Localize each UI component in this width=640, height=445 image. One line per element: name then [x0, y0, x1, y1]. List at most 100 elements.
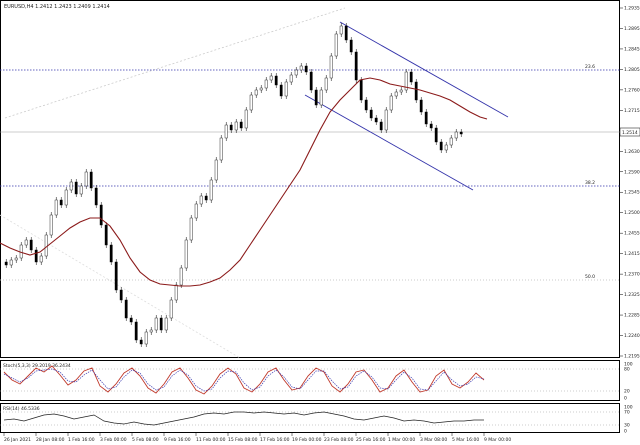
stoch-panel[interactable] [0, 360, 620, 401]
price-tick-label: 1.2285 [624, 313, 640, 319]
candle-body [414, 81, 418, 101]
price-tick-label: 1.2545 [624, 190, 640, 196]
candle-body [234, 121, 238, 131]
fib-label-500: 50.0 [585, 274, 595, 280]
candle-body [449, 137, 453, 146]
candle-body [279, 84, 283, 97]
candle-body [194, 203, 198, 219]
time-tick-label: 3 Feb 00:00 [100, 437, 127, 443]
candle-body [79, 185, 83, 195]
candle-body [69, 181, 73, 191]
candle-body [349, 39, 353, 53]
stoch-tick-label: 80 [624, 367, 630, 373]
rsi-line [3, 411, 484, 426]
price-tick-label: 1.2455 [624, 231, 640, 237]
candlestick-series [4, 23, 463, 347]
candle-body [304, 65, 308, 73]
candle-body [299, 65, 303, 71]
candle-body [149, 329, 153, 333]
price-tick-label: 1.2415 [624, 251, 640, 257]
time-tick-label: 5 Mar 16:00 [452, 437, 479, 443]
candle-body [459, 131, 463, 135]
candle-body [4, 261, 8, 266]
channel-lower-line[interactable] [304, 94, 474, 191]
rsi-tick-label: 70 [624, 410, 630, 416]
candle-body [254, 89, 258, 96]
candle-body [359, 79, 363, 101]
candle-body [84, 171, 88, 187]
candle-body [19, 244, 23, 259]
candle-body [134, 321, 138, 341]
candle-body [49, 214, 53, 236]
candle-body [209, 179, 213, 201]
candle-body [39, 255, 43, 263]
candle-body [229, 124, 233, 131]
time-tick-label: 1 Mar 00:00 [388, 437, 415, 443]
candle-body [109, 244, 113, 263]
candle-body [29, 239, 33, 251]
candle-body [114, 261, 118, 291]
time-axis: 26 Jan 2021 28 Jan 08:00 1 Feb 16:00 3 Feb … [3, 433, 511, 443]
candle-body [89, 171, 93, 189]
candle-body [259, 87, 263, 91]
candle-body [24, 239, 28, 246]
candle-body [154, 317, 158, 331]
rsi-tick-label: 0 [624, 429, 627, 435]
candle-body [139, 339, 143, 345]
time-tick-label: 3 Mar 08:00 [420, 437, 447, 443]
candle-body [364, 99, 368, 111]
candle-body [34, 249, 38, 263]
candle-body [409, 71, 413, 83]
rsi-panel[interactable] [0, 403, 620, 433]
candle-body [244, 109, 248, 129]
candle-body [179, 267, 183, 286]
candle-body [424, 111, 428, 125]
rsi-tick-label: 100 [624, 405, 633, 411]
candle-body [214, 159, 218, 181]
price-tick-label: 1.2500 [624, 210, 640, 216]
time-tick-label: 9 Feb 16:00 [164, 437, 191, 443]
candle-body [289, 74, 293, 83]
candle-body [329, 55, 333, 79]
candle-body [74, 181, 78, 195]
candle-body [219, 137, 223, 161]
candle-body [54, 199, 58, 216]
upper-trendline[interactable] [4, 7, 346, 119]
stoch-label: Stoch(5,3,3) 29.2019 36.2434 [3, 363, 71, 369]
time-tick-label: 25 Feb 16:00 [356, 437, 386, 443]
candle-body [394, 91, 398, 97]
candle-body [224, 124, 228, 139]
candle-body [124, 299, 128, 319]
price-tick-label: 1.2895 [624, 26, 640, 32]
candle-body [454, 131, 458, 139]
time-tick-label: 11 Feb 00:00 [196, 437, 226, 443]
current-price-tag [619, 127, 640, 137]
fib-label-236: 23.6 [585, 64, 595, 70]
candle-body [184, 239, 188, 269]
candle-body [309, 71, 313, 91]
candle-body [249, 94, 253, 111]
channel-upper-line[interactable] [339, 21, 509, 118]
candle-body [44, 234, 48, 257]
time-tick-label: 28 Jan 08:00 [36, 437, 65, 443]
candle-body [319, 89, 323, 106]
candle-body [294, 69, 298, 76]
price-tick-label: 1.2630 [624, 149, 640, 155]
current-price-value: 1.2514 [622, 130, 638, 136]
time-tick-label: 15 Feb 08:00 [228, 437, 258, 443]
candle-body [389, 95, 393, 111]
candle-body [164, 317, 168, 331]
candle-body [144, 331, 148, 345]
candle-body [59, 199, 63, 206]
main-chart-panel[interactable] [0, 0, 620, 358]
candle-body [339, 25, 343, 35]
candle-body [354, 51, 358, 81]
candle-body [274, 75, 278, 86]
candle-body [14, 257, 18, 261]
stoch-tick-label: 100 [624, 362, 633, 368]
candle-body [189, 217, 193, 241]
price-tick-label: 1.2195 [624, 354, 640, 360]
lower-trendline[interactable] [0, 214, 241, 359]
price-tick-label: 1.2805 [624, 67, 640, 73]
